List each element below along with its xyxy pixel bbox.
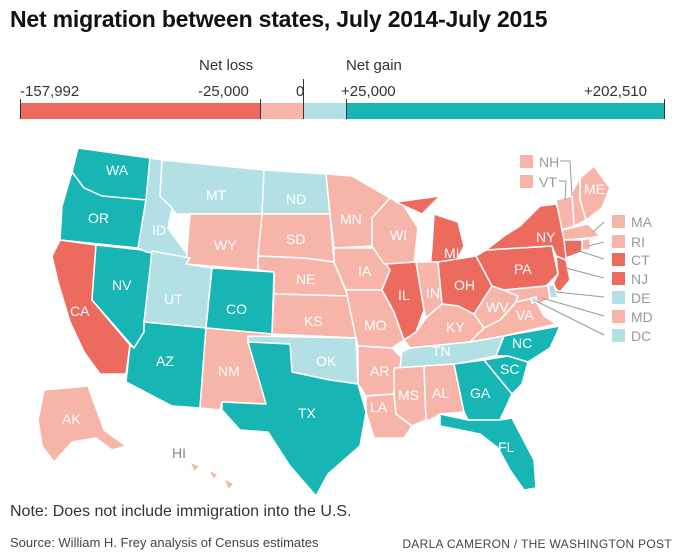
legend-tick-loss-threshold: -25,000 (198, 83, 249, 100)
legend-swatch-gain-low (303, 103, 346, 119)
legend-swatch-loss-high (20, 103, 260, 119)
state-label-az: AZ (156, 353, 174, 369)
legend-divider (346, 99, 347, 119)
state-label-ak: AK (62, 411, 81, 427)
small-state-callouts: NH VT MA RI CT NJ DE MD DC (520, 154, 653, 344)
legend-color-bar (20, 79, 665, 119)
note-text: Note: Does not include immigration into … (10, 503, 352, 520)
state-md[interactable] (503, 285, 551, 305)
state-label-co: CO (226, 301, 247, 317)
state-label-or: OR (88, 210, 109, 226)
callout-swatch-nh (520, 155, 533, 168)
state-label-ut: UT (164, 291, 183, 307)
callout-swatch-dc (612, 329, 625, 342)
state-label-wy: WY (214, 237, 237, 253)
state-fl[interactable] (439, 413, 537, 491)
legend-swatch-loss-low (260, 103, 303, 119)
state-label-in: IN (426, 285, 440, 301)
state-label-ia: IA (358, 263, 372, 279)
state-ak[interactable] (37, 385, 127, 463)
legend-divider (260, 99, 261, 119)
callout-label-nh: NH (539, 154, 559, 170)
state-label-ks: KS (304, 313, 323, 329)
state-label-va: VA (516, 307, 534, 323)
source-text: Source: William H. Frey analysis of Cens… (10, 535, 319, 550)
state-label-hi: HI (172, 445, 186, 461)
callout-swatch-vt (520, 175, 533, 188)
state-label-pa: PA (514, 261, 532, 277)
legend-swatch-gain-high (346, 103, 665, 119)
callout-swatch-ma (612, 215, 625, 228)
state-label-ca: CA (70, 303, 90, 319)
label-leader-lines (535, 160, 605, 336)
state-label-fl: FL (498, 439, 515, 455)
state-label-nm: NM (218, 363, 240, 379)
state-label-mt: MT (206, 187, 227, 203)
state-label-ny: NY (536, 229, 556, 245)
state-label-ok: OK (316, 353, 337, 369)
state-label-sd: SD (286, 231, 305, 247)
state-label-nv: NV (112, 277, 132, 293)
state-wi[interactable] (371, 197, 419, 265)
legend-divider-zero (303, 79, 304, 119)
callout-label-ma: MA (631, 214, 653, 230)
legend-tick-gain-threshold: +25,000 (341, 83, 396, 100)
credit-text: DARLA CAMERON / THE WASHINGTON POST (402, 537, 672, 551)
state-label-mi: MI (444, 245, 460, 261)
callout-swatch-ct (612, 253, 625, 266)
state-label-ky: KY (446, 319, 465, 335)
legend-tick-zero: 0 (296, 83, 305, 100)
legend-divider (20, 99, 21, 119)
state-label-tx: TX (298, 405, 317, 421)
callout-swatch-nj (612, 272, 625, 285)
legend-net-gain-label: Net gain (346, 57, 402, 74)
us-states-map: NH VT MA RI CT NJ DE MD DC WA OR CA NV ID MT WY UT AZ CO N… (37, 147, 653, 497)
callout-label-md: MD (631, 309, 653, 325)
state-label-oh: OH (454, 277, 475, 293)
callout-label-nj: NJ (631, 271, 648, 287)
state-ct[interactable] (563, 239, 583, 259)
state-labels: WA OR CA NV ID MT WY UT AZ CO NM ND SD NE KS OK TX MN IA MO… (62, 162, 605, 461)
state-label-ga: GA (470, 385, 491, 401)
state-label-la: LA (370, 399, 388, 415)
callout-label-ri: RI (631, 234, 645, 250)
callout-label-dc: DC (631, 328, 651, 344)
state-label-id: ID (152, 222, 166, 238)
state-label-al: AL (432, 385, 449, 401)
legend-divider (664, 99, 665, 119)
legend-net-loss-label: Net loss (199, 57, 254, 74)
state-label-il: IL (398, 287, 410, 303)
state-label-ne: NE (296, 271, 315, 287)
state-label-tn: TN (432, 343, 451, 359)
state-label-nd: ND (286, 191, 306, 207)
callout-label-de: DE (631, 290, 650, 306)
legend-tick-max: +202,510 (584, 83, 647, 100)
state-label-ar: AR (370, 363, 389, 379)
callout-swatch-de (612, 291, 625, 304)
legend-tick-min: -157,992 (20, 83, 80, 100)
state-vt[interactable] (555, 195, 575, 231)
state-label-wi: WI (390, 227, 407, 243)
callout-label-ct: CT (631, 252, 650, 268)
state-label-mo: MO (364, 317, 387, 333)
state-ma[interactable] (561, 223, 601, 241)
state-label-wv: WV (486, 299, 509, 315)
callout-swatch-ri (612, 235, 625, 248)
state-label-sc: SC (500, 361, 519, 377)
state-dc[interactable] (530, 296, 538, 304)
state-label-nc: NC (512, 335, 532, 351)
callout-label-vt: VT (539, 174, 557, 190)
chart-title: Net migration between states, July 2014-… (10, 6, 548, 32)
state-label-wa: WA (106, 162, 129, 178)
state-ri[interactable] (581, 237, 591, 251)
callout-swatch-md (612, 310, 625, 323)
state-label-ms: MS (398, 387, 419, 403)
state-tx[interactable] (221, 341, 367, 497)
state-label-mn: MN (340, 211, 362, 227)
state-label-me: ME (584, 181, 605, 197)
state-hi[interactable] (189, 461, 235, 491)
